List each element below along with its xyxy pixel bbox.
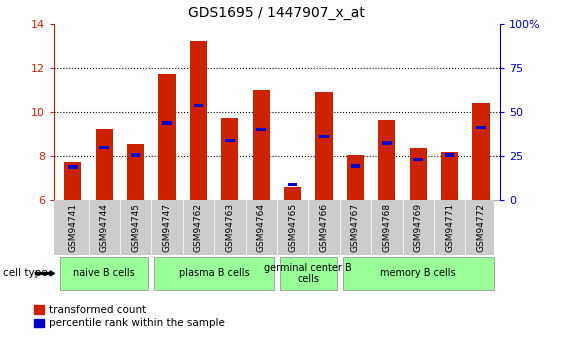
Bar xyxy=(445,154,454,157)
Bar xyxy=(343,257,494,290)
Bar xyxy=(221,118,239,200)
Text: GSM94745: GSM94745 xyxy=(131,203,140,252)
Title: GDS1695 / 1447907_x_at: GDS1695 / 1447907_x_at xyxy=(189,6,365,20)
Text: naive B cells: naive B cells xyxy=(73,268,135,278)
Bar xyxy=(284,187,301,200)
Legend: transformed count, percentile rank within the sample: transformed count, percentile rank withi… xyxy=(34,305,225,328)
Text: GSM94769: GSM94769 xyxy=(414,203,423,252)
Bar xyxy=(64,161,81,200)
Text: GSM94762: GSM94762 xyxy=(194,203,203,252)
Bar xyxy=(414,158,423,161)
Bar xyxy=(60,257,148,290)
Text: GSM94771: GSM94771 xyxy=(445,203,454,252)
Bar xyxy=(190,41,207,200)
Bar xyxy=(131,154,140,157)
Bar xyxy=(350,164,360,168)
Bar xyxy=(162,121,172,125)
Bar xyxy=(280,257,337,290)
Text: germinal center B
cells: germinal center B cells xyxy=(265,263,352,284)
Text: GSM94764: GSM94764 xyxy=(257,203,266,252)
Text: GSM94741: GSM94741 xyxy=(68,203,77,252)
Text: GSM94766: GSM94766 xyxy=(319,203,328,252)
Bar xyxy=(410,148,427,200)
Bar xyxy=(154,257,274,290)
Text: GSM94747: GSM94747 xyxy=(162,203,172,252)
Text: cell type: cell type xyxy=(3,268,48,278)
Bar xyxy=(319,135,329,138)
Bar xyxy=(382,141,391,145)
Bar xyxy=(225,139,235,142)
Bar xyxy=(315,92,333,200)
Text: GSM94763: GSM94763 xyxy=(225,203,235,252)
Bar xyxy=(347,155,364,200)
Bar xyxy=(253,90,270,200)
Text: GSM94768: GSM94768 xyxy=(382,203,391,252)
Bar xyxy=(256,128,266,131)
Bar xyxy=(99,146,109,149)
Text: GSM94765: GSM94765 xyxy=(288,203,297,252)
Text: plasma B cells: plasma B cells xyxy=(179,268,249,278)
Bar xyxy=(378,120,395,200)
Text: GSM94772: GSM94772 xyxy=(477,203,486,252)
Bar xyxy=(68,166,78,169)
Bar xyxy=(441,152,458,200)
Text: GSM94767: GSM94767 xyxy=(351,203,360,252)
Bar xyxy=(473,104,490,200)
Bar xyxy=(127,144,144,200)
Bar xyxy=(158,73,176,200)
Bar xyxy=(288,183,298,186)
Text: GSM94744: GSM94744 xyxy=(100,203,108,252)
Bar xyxy=(476,126,486,129)
Bar xyxy=(194,104,203,107)
Bar xyxy=(95,129,113,200)
Text: memory B cells: memory B cells xyxy=(381,268,456,278)
